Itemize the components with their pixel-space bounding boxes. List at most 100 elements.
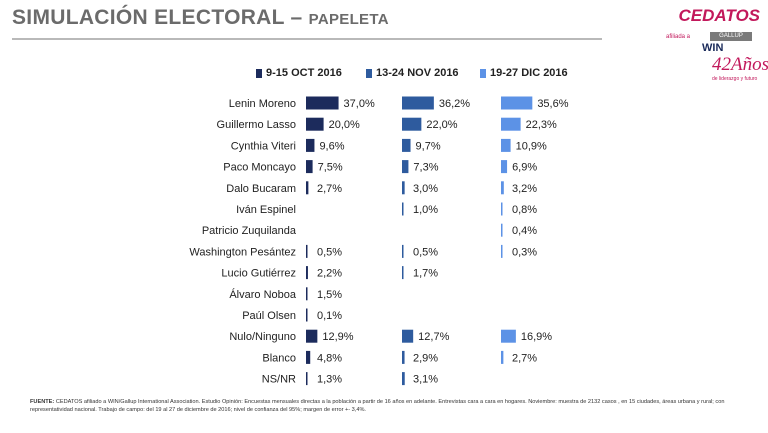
category-label: Álvaro Noboa	[229, 288, 297, 301]
category-label: NS/NR	[262, 374, 296, 386]
logo-affiliation: afiliada a	[666, 34, 691, 40]
bar	[306, 350, 311, 364]
logo-years-sub: de liderazgo y futuro	[712, 76, 758, 82]
bar	[402, 372, 405, 386]
data-label: 22,3%	[526, 119, 557, 131]
bar	[402, 329, 414, 343]
data-label: 1,3%	[317, 374, 342, 386]
bar	[402, 138, 411, 152]
bar	[402, 244, 404, 258]
data-label: 7,3%	[413, 162, 438, 174]
title-sub: PAPELETA	[308, 11, 389, 28]
bar	[306, 372, 308, 386]
legend-label-dic: 19-27 DIC 2016	[490, 67, 568, 79]
bar	[402, 160, 409, 174]
bar	[306, 181, 309, 195]
bar	[402, 181, 405, 195]
data-label: 22,0%	[426, 119, 457, 131]
bar	[501, 223, 503, 237]
category-label: Lenin Moreno	[229, 98, 296, 110]
data-label: 10,9%	[516, 140, 547, 152]
category-label: Paco Moncayo	[223, 162, 296, 174]
data-label: 0,8%	[512, 204, 537, 216]
bar	[501, 138, 511, 152]
data-label: 0,3%	[512, 246, 537, 258]
logo-years: 42Años	[712, 54, 768, 75]
bar	[306, 308, 308, 322]
logo-brand: CEDATOS	[678, 6, 760, 25]
legend-swatch-oct	[256, 68, 262, 78]
bar	[306, 96, 339, 110]
category-label: Iván Espinel	[236, 204, 296, 216]
data-label: 3,1%	[413, 374, 438, 386]
category-label: Dalo Bucaram	[226, 183, 296, 195]
data-label: 35,6%	[537, 98, 568, 110]
bar	[306, 160, 313, 174]
data-label: 0,4%	[512, 225, 537, 237]
bar	[501, 181, 504, 195]
category-label: Paúl Olsen	[242, 310, 296, 322]
legend-item-oct: 9-15 OCT 2016	[256, 67, 342, 79]
category-label: Guillermo Lasso	[217, 119, 296, 131]
footnote-text: CEDATOS afiliado a WIN/Gallup Internatio…	[30, 399, 725, 413]
data-label: 0,5%	[413, 246, 438, 258]
category-label: Blanco	[262, 352, 296, 364]
bar	[306, 138, 315, 152]
data-label: 2,7%	[512, 352, 537, 364]
legend-swatch-dic	[480, 68, 486, 78]
data-label: 3,2%	[512, 183, 537, 195]
category-label: Washington Pesántez	[189, 246, 296, 258]
bar	[501, 160, 508, 174]
bar	[306, 244, 308, 258]
bar	[501, 117, 521, 131]
bar	[501, 350, 504, 364]
bar	[501, 202, 503, 216]
data-label: 0,5%	[317, 246, 342, 258]
chart-legend: 9-15 OCT 2016 13-24 NOV 2016 19-27 DIC 2…	[256, 67, 596, 81]
data-label: 4,8%	[317, 352, 342, 364]
logo-win: WIN	[702, 42, 724, 54]
bar	[402, 350, 405, 364]
data-label: 36,2%	[439, 98, 470, 110]
bar	[402, 202, 404, 216]
legend-swatch-nov	[366, 68, 372, 78]
footnote: FUENTE: CEDATOS afiliado a WIN/Gallup In…	[30, 398, 730, 414]
logo-gallup: GALLUP	[710, 32, 752, 41]
data-label: 37,0%	[344, 98, 375, 110]
legend-item-nov: 13-24 NOV 2016	[366, 67, 459, 79]
legend-label-oct: 9-15 OCT 2016	[266, 67, 342, 79]
title-main: SIMULACIÓN ELECTORAL –	[12, 6, 309, 29]
category-label: Patricio Zuquilanda	[202, 225, 297, 237]
data-label: 9,6%	[319, 140, 344, 152]
legend-label-nov: 13-24 NOV 2016	[376, 67, 459, 79]
data-label: 0,1%	[317, 310, 342, 322]
page-title: SIMULACIÓN ELECTORAL – PAPELETA	[12, 6, 389, 30]
bar	[501, 244, 503, 258]
footnote-label: FUENTE:	[30, 399, 55, 405]
data-label: 2,9%	[413, 352, 438, 364]
data-label: 1,0%	[413, 204, 438, 216]
data-label: 7,5%	[318, 162, 343, 174]
data-label: 12,7%	[418, 331, 449, 343]
title-divider	[12, 38, 602, 40]
bar	[402, 266, 404, 280]
bar	[306, 266, 308, 280]
data-label: 9,7%	[416, 140, 441, 152]
category-label: Lucio Gutiérrez	[221, 268, 296, 280]
data-label: 1,5%	[317, 289, 342, 301]
bar	[306, 329, 318, 343]
category-label: Nulo/Ninguno	[229, 331, 296, 343]
data-label: 20,0%	[329, 119, 360, 131]
bar	[501, 329, 516, 343]
bar-chart: Lenin Moreno 37,0% 36,2% 35,6% Guillermo Las…	[189, 96, 569, 386]
legend-item-dic: 19-27 DIC 2016	[480, 67, 568, 79]
data-label: 16,9%	[521, 331, 552, 343]
data-label: 6,9%	[512, 162, 537, 174]
cedatos-logo: CEDATOS afiliada a GALLUP WIN 42Años de …	[640, 4, 768, 90]
data-label: 1,7%	[413, 268, 438, 280]
bar	[402, 96, 434, 110]
bar	[306, 117, 324, 131]
bar	[306, 287, 308, 301]
data-label: 3,0%	[413, 183, 438, 195]
data-label: 12,9%	[322, 331, 353, 343]
